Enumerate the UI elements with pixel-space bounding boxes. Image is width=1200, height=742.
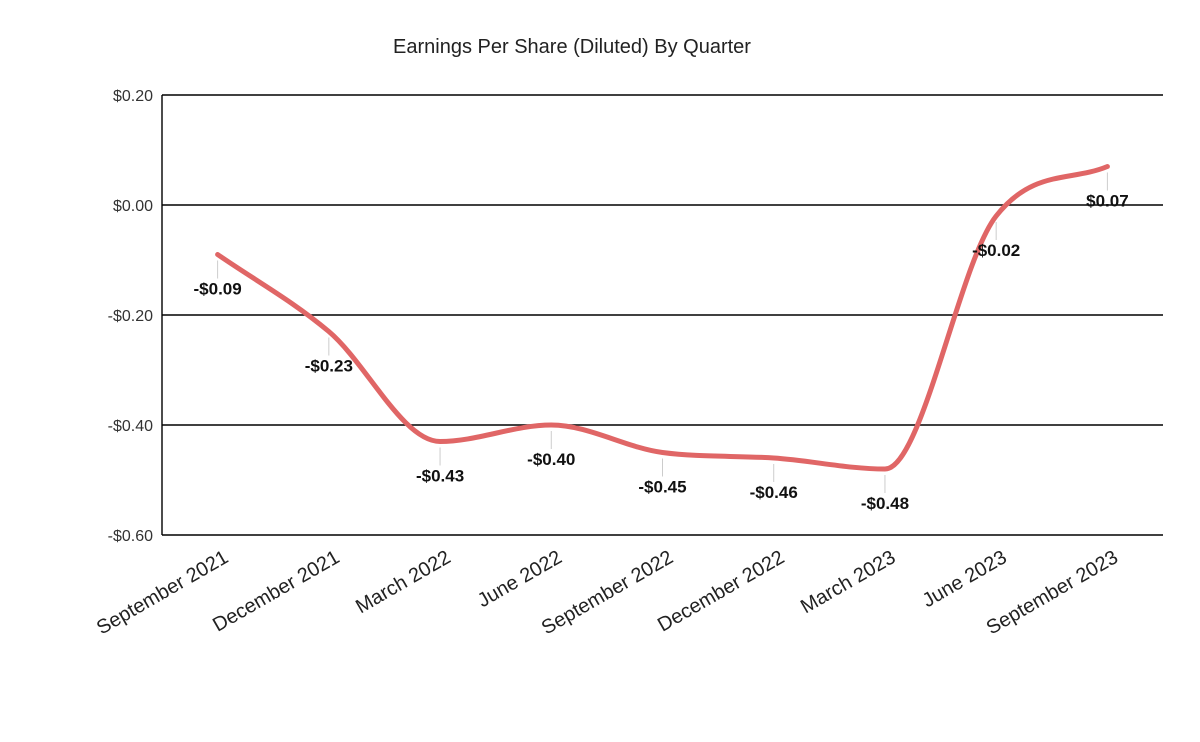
series-lines xyxy=(215,164,1110,472)
y-tick-label: -$0.20 xyxy=(108,308,153,325)
x-tick-label: June 2022 xyxy=(474,546,566,612)
series-line xyxy=(215,164,1110,472)
data-label-leaders xyxy=(217,172,1108,493)
x-tick-label: December 2022 xyxy=(654,546,788,636)
x-tick-label: March 2023 xyxy=(797,546,899,618)
x-tick-label: December 2021 xyxy=(209,546,343,636)
x-tick-label: March 2022 xyxy=(352,546,454,618)
chart-title: Earnings Per Share (Diluted) By Quarter xyxy=(393,36,751,58)
data-label: -$0.48 xyxy=(861,494,909,513)
data-label: $0.07 xyxy=(1086,192,1129,211)
gridlines xyxy=(161,94,1163,536)
data-label: -$0.09 xyxy=(194,280,242,299)
data-label: -$0.45 xyxy=(638,478,686,497)
data-label: -$0.46 xyxy=(750,483,798,502)
data-labels: -$0.09 -$0.23 -$0.43 -$0.40 -$0.45 -$0.46 -$0.… xyxy=(194,192,1129,514)
data-label: -$0.02 xyxy=(972,241,1020,260)
data-label: -$0.43 xyxy=(416,467,464,486)
data-label: -$0.23 xyxy=(305,357,353,376)
y-tick-label: $0.20 xyxy=(113,88,153,105)
y-tick-label: -$0.40 xyxy=(108,418,153,435)
x-tick-label: June 2023 xyxy=(919,546,1011,612)
y-tick-label: $0.00 xyxy=(113,198,153,215)
x-tick-label: September 2021 xyxy=(93,546,232,639)
y-axis-ticks: $0.20 $0.00 -$0.20 -$0.40 -$0.60 xyxy=(108,88,153,545)
data-label: -$0.40 xyxy=(527,450,575,469)
y-tick-label: -$0.60 xyxy=(108,528,153,545)
